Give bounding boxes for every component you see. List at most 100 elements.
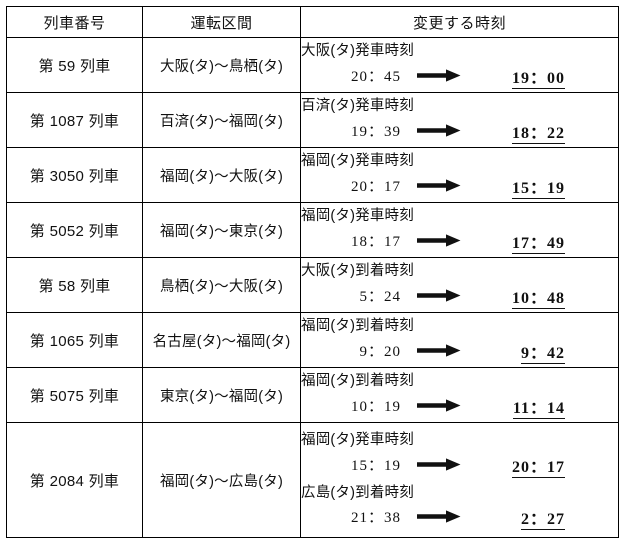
old-time-value: 19：39	[350, 124, 401, 141]
cell-section: 大阪(タ)〜鳥栖(タ)	[142, 37, 301, 93]
new-time-value: 15：19	[477, 174, 565, 199]
time-change-row: 20：17 15：19	[301, 174, 618, 199]
table-row: 第 59 列車 大阪(タ)〜鳥栖(タ) 大阪(タ)発車時刻 20：45 19：00	[6, 37, 619, 93]
cell-changed-times: 福岡(タ)発車時刻 15：19 20：17 広島(タ)到着時刻 21：38 2：27	[300, 422, 619, 538]
new-time-value: 10：48	[477, 284, 565, 309]
right-arrow-icon	[401, 179, 477, 192]
cell-section: 鳥栖(タ)〜大阪(タ)	[142, 257, 301, 313]
table-row: 第 1065 列車 名古屋(タ)〜福岡(タ) 福岡(タ)到着時刻 9：20 9：42	[6, 312, 619, 368]
time-change-label: 福岡(タ)到着時刻	[301, 373, 414, 390]
time-change-label: 福岡(タ)発車時刻	[301, 208, 414, 225]
right-arrow-icon	[401, 289, 477, 302]
cell-train-number: 第 1065 列車	[6, 312, 143, 368]
right-arrow-icon	[401, 458, 477, 471]
new-time-value: 18：22	[477, 119, 565, 144]
cell-train-number: 第 5075 列車	[6, 367, 143, 423]
time-change-label: 福岡(タ)発車時刻	[301, 153, 414, 170]
time-change-label: 大阪(タ)発車時刻	[301, 43, 414, 60]
cell-train-number: 第 5052 列車	[6, 202, 143, 258]
time-change-row: 15：19 20：17	[301, 453, 618, 478]
time-change-block: 福岡(タ)到着時刻 9：20 9：42	[301, 317, 618, 364]
right-arrow-icon	[401, 510, 477, 523]
cell-section: 東京(タ)〜福岡(タ)	[142, 367, 301, 423]
time-change-row: 10：19 11：14	[301, 394, 618, 419]
time-change-label: 広島(タ)到着時刻	[301, 484, 414, 501]
time-change-block: 百済(タ)発車時刻 19：39 18：22	[301, 97, 618, 144]
table-row: 第 58 列車 鳥栖(タ)〜大阪(タ) 大阪(タ)到着時刻 5：24 10：48	[6, 257, 619, 313]
time-change-block: 福岡(タ)発車時刻 18：17 17：49	[301, 207, 618, 254]
cell-changed-times: 福岡(タ)発車時刻 18：17 17：49	[300, 202, 619, 258]
cell-section: 福岡(タ)〜東京(タ)	[142, 202, 301, 258]
new-time-text: 2：27	[520, 510, 565, 530]
new-time-value: 17：49	[477, 229, 565, 254]
time-change-label: 福岡(タ)発車時刻	[301, 432, 414, 449]
time-change-label: 福岡(タ)到着時刻	[301, 318, 414, 335]
time-change-block: 福岡(タ)発車時刻 20：17 15：19	[301, 152, 618, 199]
table-row: 第 1087 列車 百済(タ)〜福岡(タ) 百済(タ)発車時刻 19：39 18：22	[6, 92, 619, 148]
cell-section: 福岡(タ)〜広島(タ)	[142, 422, 301, 538]
time-change-row: 20：45 19：00	[301, 64, 618, 89]
new-time-value: 20：17	[477, 453, 565, 478]
cell-changed-times: 福岡(タ)発車時刻 20：17 15：19	[300, 147, 619, 203]
cell-changed-times: 百済(タ)発車時刻 19：39 18：22	[300, 92, 619, 148]
old-time-value: 9：20	[359, 344, 401, 361]
new-time-text: 19：00	[511, 69, 565, 89]
time-change-row: 18：17 17：49	[301, 229, 618, 254]
cell-train-number: 第 1087 列車	[6, 92, 143, 148]
new-time-value: 19：00	[477, 64, 565, 89]
cell-train-number: 第 3050 列車	[6, 147, 143, 203]
right-arrow-icon	[401, 399, 477, 412]
time-change-block: 大阪(タ)発車時刻 20：45 19：00	[301, 42, 618, 89]
time-change-block: 福岡(タ)到着時刻 10：19 11：14	[301, 372, 618, 419]
new-time-text: 9：42	[520, 344, 565, 364]
right-arrow-icon	[401, 344, 477, 357]
cell-section: 福岡(タ)〜大阪(タ)	[142, 147, 301, 203]
cell-changed-times: 福岡(タ)到着時刻 10：19 11：14	[300, 367, 619, 423]
new-time-text: 11：14	[512, 399, 565, 419]
new-time-value: 11：14	[477, 394, 565, 419]
right-arrow-icon	[401, 69, 477, 82]
old-time-value: 10：19	[350, 399, 401, 416]
table-header: 列車番号 運転区間 変更する時刻	[6, 6, 619, 38]
time-change-block: 大阪(タ)到着時刻 5：24 10：48	[301, 262, 618, 309]
table-body: 第 59 列車 大阪(タ)〜鳥栖(タ) 大阪(タ)発車時刻 20：45 19：00 第 1…	[6, 37, 619, 538]
cell-section: 百済(タ)〜福岡(タ)	[142, 92, 301, 148]
old-time-value: 18：17	[350, 234, 401, 251]
new-time-value: 2：27	[477, 505, 565, 530]
table-row: 第 2084 列車 福岡(タ)〜広島(タ) 福岡(タ)発車時刻 15：19 20：17 広…	[6, 422, 619, 538]
new-time-text: 15：19	[511, 179, 565, 199]
new-time-text: 20：17	[511, 458, 565, 478]
cell-changed-times: 福岡(タ)到着時刻 9：20 9：42	[300, 312, 619, 368]
old-time-value: 20：17	[350, 179, 401, 196]
table-row: 第 3050 列車 福岡(タ)〜大阪(タ) 福岡(タ)発車時刻 20：17 15：19	[6, 147, 619, 203]
cell-changed-times: 大阪(タ)到着時刻 5：24 10：48	[300, 257, 619, 313]
time-change-block: 広島(タ)到着時刻 21：38 2：27	[301, 484, 618, 530]
header-changed-times: 変更する時刻	[300, 6, 619, 38]
time-change-block: 福岡(タ)発車時刻 15：19 20：17	[301, 431, 618, 478]
time-change-row: 9：20 9：42	[301, 339, 618, 364]
time-change-label: 百済(タ)発車時刻	[301, 98, 414, 115]
time-change-row: 19：39 18：22	[301, 119, 618, 144]
cell-train-number: 第 2084 列車	[6, 422, 143, 538]
old-time-value: 20：45	[350, 69, 401, 86]
train-schedule-table: 列車番号 運転区間 変更する時刻 第 59 列車 大阪(タ)〜鳥栖(タ) 大阪(タ)…	[6, 6, 619, 538]
cell-train-number: 第 58 列車	[6, 257, 143, 313]
time-change-row: 21：38 2：27	[301, 505, 618, 530]
cell-section: 名古屋(タ)〜福岡(タ)	[142, 312, 301, 368]
cell-train-number: 第 59 列車	[6, 37, 143, 93]
new-time-text: 17：49	[511, 234, 565, 254]
old-time-value: 5：24	[359, 289, 401, 306]
header-section: 運転区間	[142, 6, 301, 38]
right-arrow-icon	[401, 124, 477, 137]
cell-changed-times: 大阪(タ)発車時刻 20：45 19：00	[300, 37, 619, 93]
new-time-text: 10：48	[511, 289, 565, 309]
header-row: 列車番号 運転区間 変更する時刻	[6, 6, 619, 38]
table-row: 第 5075 列車 東京(タ)〜福岡(タ) 福岡(タ)到着時刻 10：19 11：14	[6, 367, 619, 423]
old-time-value: 21：38	[350, 510, 401, 527]
new-time-text: 18：22	[511, 124, 565, 144]
table-row: 第 5052 列車 福岡(タ)〜東京(タ) 福岡(タ)発車時刻 18：17 17：49	[6, 202, 619, 258]
right-arrow-icon	[401, 234, 477, 247]
header-train-number: 列車番号	[6, 6, 143, 38]
time-change-label: 大阪(タ)到着時刻	[301, 263, 414, 280]
